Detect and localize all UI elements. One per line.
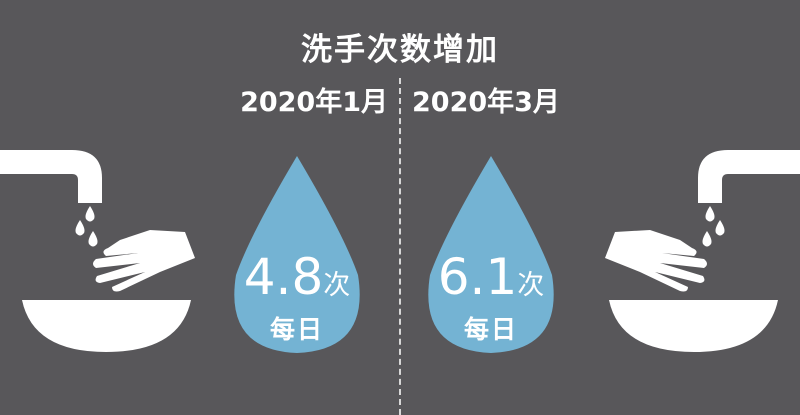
before-number: 4.8 bbox=[243, 248, 324, 306]
left-scene bbox=[0, 150, 360, 353]
water-drops-icon bbox=[75, 206, 98, 247]
faucet-icon bbox=[698, 150, 800, 203]
hand-icon bbox=[93, 230, 195, 292]
date-after: 2020年3月 bbox=[412, 87, 560, 118]
page-title: 洗手次数增加 bbox=[301, 32, 499, 68]
faucet-icon bbox=[0, 150, 102, 203]
after-unit: 次 bbox=[517, 270, 545, 301]
dashed-divider bbox=[399, 78, 401, 415]
basin-icon bbox=[609, 300, 778, 352]
after-value: 6.1次 bbox=[426, 252, 556, 311]
water-drop-icon bbox=[234, 156, 360, 353]
right-scene bbox=[428, 150, 800, 353]
before-unit: 次 bbox=[323, 270, 351, 301]
date-before: 2020年1月 bbox=[240, 87, 388, 118]
before-per: 每日 bbox=[269, 315, 324, 344]
after-number: 6.1 bbox=[437, 248, 518, 306]
before-value: 4.8次 bbox=[232, 252, 362, 311]
after-per: 每日 bbox=[463, 315, 518, 344]
water-drop-icon bbox=[428, 156, 554, 353]
water-drops-icon bbox=[702, 206, 725, 247]
hand-icon bbox=[605, 230, 707, 292]
basin-icon bbox=[22, 300, 191, 352]
